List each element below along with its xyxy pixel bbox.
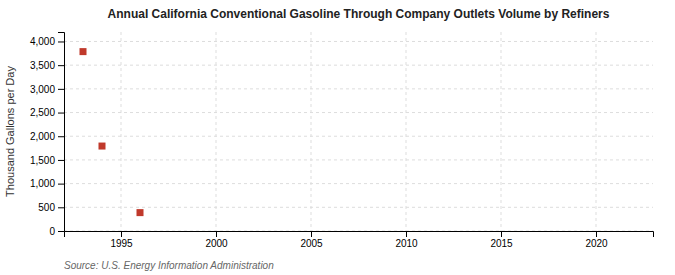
point	[99, 143, 106, 150]
y-tick-mark	[58, 113, 64, 114]
x-tick-label: 2020	[585, 238, 608, 249]
grid-line-x	[406, 32, 407, 231]
grid-line-y	[64, 88, 653, 89]
x-tick-label: 2000	[205, 238, 228, 249]
grid	[64, 32, 653, 231]
x-axis-line	[65, 232, 654, 238]
x-tick: 2005	[300, 231, 323, 249]
x-tick-label: 2010	[395, 238, 418, 249]
x-tick: 2010	[395, 231, 418, 249]
grid-line-y	[64, 183, 653, 184]
grid-line-y	[64, 136, 653, 137]
y-tick-mark	[58, 207, 64, 208]
x-tick: 1995	[110, 231, 133, 249]
y-tick-label: 1,500	[30, 155, 55, 166]
x-tick: 2020	[585, 231, 608, 249]
x-tick-label: 2015	[490, 238, 513, 249]
grid-line-y	[64, 207, 653, 208]
x-axis: 1995 2000 2005 2010 2015 2020	[65, 231, 654, 249]
grid-line-x	[311, 32, 312, 231]
y-tick-mark	[58, 65, 64, 66]
x-tick-mark	[216, 231, 217, 237]
grid-line-y	[64, 112, 653, 113]
y-tick-label: 0	[49, 226, 55, 237]
y-tick-label: 2,500	[30, 107, 55, 118]
y-tick: 500	[38, 202, 64, 213]
y-tick: 3,500	[30, 60, 64, 71]
y-axis-title: Thousand Gallons per Day	[4, 66, 16, 197]
y-tick: 2,500	[30, 107, 64, 118]
y-tick: 3,000	[30, 84, 64, 95]
grid-line-x	[501, 32, 502, 231]
y-tick-mark	[58, 89, 64, 90]
y-tick-mark	[58, 41, 64, 42]
x-tick: 2000	[205, 231, 228, 249]
grid-line-y	[64, 41, 653, 42]
x-tick-mark	[596, 231, 597, 237]
x-tick-label: 1995	[110, 238, 133, 249]
points	[80, 48, 144, 216]
grid-line-y	[64, 159, 653, 160]
chart: 1995 2000 2005 2010 2015 2020 0 500 1,000 1,500 2,…	[0, 0, 675, 275]
grid-line-x	[596, 32, 597, 231]
y-tick: 0	[49, 226, 64, 237]
x-tick-mark	[501, 231, 502, 237]
y-tick-label: 4,000	[30, 36, 55, 47]
grid-line-x	[216, 32, 217, 231]
y-tick-label: 500	[38, 202, 55, 213]
x-tick-mark	[406, 231, 407, 237]
x-tick-label: 2005	[300, 238, 323, 249]
x-tick-mark	[121, 231, 122, 237]
y-tick-mark	[58, 136, 64, 137]
y-tick-mark	[58, 160, 64, 161]
title: Annual California Conventional Gasoline …	[108, 7, 610, 21]
y-tick-label: 2,000	[30, 131, 55, 142]
y-axis: 0 500 1,000 1,500 2,000 2,500 3,000 3,500 4,000	[30, 33, 65, 237]
y-tick: 2,000	[30, 131, 64, 142]
y-tick-label: 1,000	[30, 178, 55, 189]
x-tick-mark	[311, 231, 312, 237]
source: Source: U.S. Energy Information Administ…	[64, 260, 274, 271]
y-tick: 1,500	[30, 155, 64, 166]
y-tick-mark	[58, 231, 64, 232]
grid-line-y	[64, 65, 653, 66]
y-tick-label: 3,500	[30, 60, 55, 71]
y-tick-label: 3,000	[30, 84, 55, 95]
y-tick-mark	[58, 184, 64, 185]
y-tick: 1,000	[30, 178, 64, 189]
y-tick: 4,000	[30, 36, 64, 47]
plot: 1995 2000 2005 2010 2015 2020 0 500 1,000 1,500 2,…	[30, 32, 654, 249]
y-axis-line	[58, 33, 65, 232]
point	[80, 48, 87, 55]
point	[137, 209, 144, 216]
grid-line-x	[121, 32, 122, 231]
x-tick: 2015	[490, 231, 513, 249]
